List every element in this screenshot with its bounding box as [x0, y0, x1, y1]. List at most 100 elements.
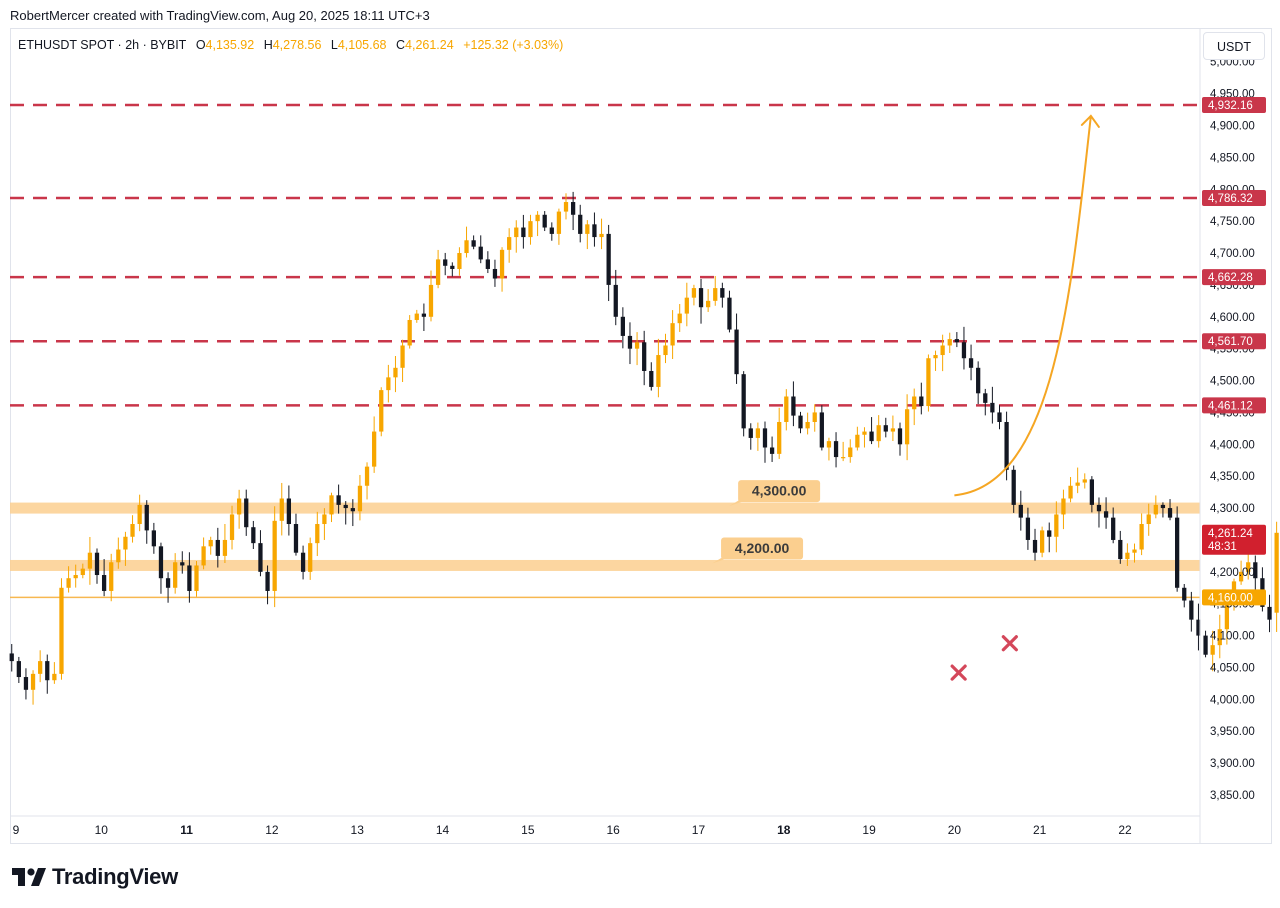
candle-80 [570, 191, 576, 231]
candle-body [1175, 517, 1180, 588]
candle-body [1047, 530, 1052, 537]
x-tick-label: 21 [1033, 823, 1047, 837]
candle-44 [315, 511, 320, 557]
candle-96 [684, 282, 689, 327]
candle-body [165, 578, 171, 588]
candle-body [421, 313, 427, 317]
candle-120 [855, 426, 860, 451]
candle-body [670, 323, 675, 346]
support-zone-2 [10, 559, 1200, 571]
candle-112 [798, 411, 803, 434]
candle-13 [94, 548, 100, 584]
candle-178 [1267, 594, 1272, 633]
x-tick-label: 22 [1118, 823, 1132, 837]
candle-58 [414, 309, 419, 323]
candle-41 [293, 513, 299, 556]
candle-179 [1274, 521, 1279, 632]
x-marker-stroke-b [950, 664, 967, 681]
x-tick-label: 17 [692, 823, 706, 837]
legend-change: +125.32 (+3.03%) [463, 38, 564, 52]
candle-body [1224, 603, 1230, 630]
candle-15 [109, 553, 114, 602]
candle-body [322, 514, 327, 525]
candle-154 [1096, 497, 1102, 528]
candle-121 [862, 427, 867, 448]
candle-128 [912, 388, 917, 426]
candle-152 [1082, 473, 1087, 489]
candle-113 [805, 412, 810, 435]
legend-symbol[interactable]: ETHUSDT SPOT · 2h · BYBIT [18, 38, 187, 52]
candle-144 [1025, 507, 1031, 550]
candle-body [386, 377, 391, 391]
legend-open: 4,135.92 [205, 38, 255, 52]
price-axis: 5,000.004,950.004,900.004,850.004,800.00… [1199, 29, 1255, 843]
candle-body [158, 546, 164, 579]
candle-138 [983, 388, 988, 416]
support-zone-label-text: 4,200.00 [735, 540, 790, 556]
candle-body [755, 428, 761, 438]
candle-body [940, 345, 945, 356]
candle-body [1118, 539, 1123, 560]
resistance-tag-4-text: 4,561.70 [1208, 336, 1253, 348]
candle-115 [819, 405, 824, 451]
candle-45 [322, 508, 327, 540]
candle-50 [357, 474, 363, 521]
candle-92 [656, 338, 661, 398]
tradingview-logo-icon [12, 868, 46, 886]
support-zone-label-text: 4,300.00 [752, 483, 807, 499]
resistance-tag-4: 4,561.70 [1202, 333, 1266, 350]
support-zone-label-1: 4,300.00 [729, 480, 821, 507]
resistance-tag-5-box [1202, 397, 1266, 414]
candle-69 [492, 259, 498, 287]
candle-body [400, 345, 405, 368]
candle-166 [1182, 583, 1187, 608]
candle-body [73, 575, 78, 579]
candle-body [315, 524, 320, 544]
candle-71 [507, 228, 512, 263]
candle-170 [1210, 630, 1215, 672]
candle-body [691, 288, 697, 298]
candle-body [642, 342, 647, 371]
candle-175 [1246, 550, 1251, 580]
candle-body [357, 485, 363, 512]
candle-body [109, 562, 114, 591]
candle-60 [428, 270, 434, 322]
y-tick-label: 4,400.00 [1210, 439, 1255, 451]
annotations [950, 114, 1100, 681]
resistance-tag-1-box [1202, 97, 1266, 113]
candle-body [1274, 532, 1279, 613]
candle-160 [1139, 513, 1144, 556]
candle-163 [1160, 502, 1166, 518]
y-tick-label: 4,300.00 [1210, 503, 1255, 515]
resistance-tag-2-text: 4,786.32 [1208, 193, 1253, 205]
resistance-tag-1: 4,932.16 [1202, 97, 1266, 113]
candle-body [414, 313, 419, 320]
candle-59 [421, 303, 427, 331]
candle-body [762, 428, 768, 448]
candle-82 [585, 220, 590, 250]
legend-high-label: H [263, 38, 273, 52]
candle-body [1203, 635, 1208, 655]
candle-21 [151, 522, 156, 554]
tradingview-logo[interactable]: TradingView [12, 864, 178, 890]
last-price-tag-text: 4,261.24 [1208, 528, 1253, 540]
candle-131 [933, 350, 938, 371]
candle-body [585, 224, 590, 234]
candle-171 [1217, 614, 1222, 659]
candle-body [713, 288, 718, 301]
candle-150 [1068, 477, 1073, 503]
candle-body [805, 421, 810, 429]
candle-body [1068, 485, 1073, 499]
candle-body [1111, 517, 1116, 540]
candle-165 [1175, 506, 1180, 592]
candle-body [606, 233, 611, 285]
candle-body [457, 253, 462, 269]
candle-27 [194, 561, 199, 597]
candle-164 [1167, 499, 1173, 521]
currency-button[interactable]: USDT [1203, 32, 1265, 60]
candle-93 [663, 333, 668, 364]
candle-body [1132, 549, 1137, 553]
candle-body [471, 240, 476, 247]
candle-111 [791, 381, 796, 427]
